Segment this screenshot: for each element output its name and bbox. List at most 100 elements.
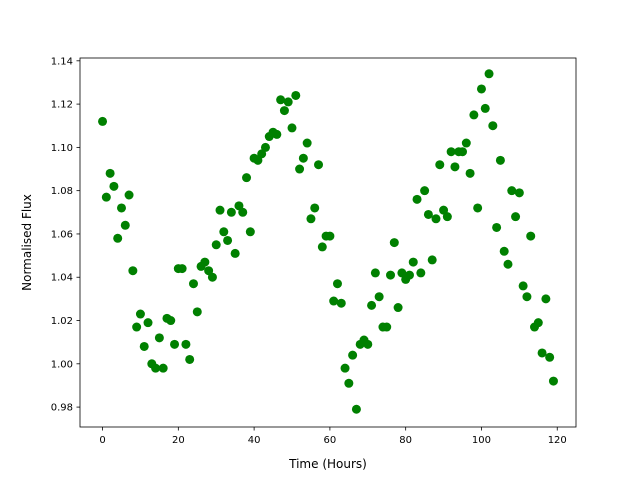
data-point	[101, 192, 111, 202]
data-point	[135, 309, 145, 319]
data-point	[461, 138, 471, 148]
data-point	[317, 242, 327, 252]
data-point	[465, 168, 475, 178]
data-point	[533, 318, 543, 328]
data-point	[120, 220, 130, 230]
y-tick-label: 1.06	[51, 229, 73, 240]
data-point	[518, 281, 528, 291]
data-point	[503, 259, 513, 269]
data-point	[367, 300, 377, 310]
x-tick-label: 0	[99, 435, 105, 446]
data-point	[480, 103, 490, 113]
y-tick-label: 1.14	[51, 56, 73, 67]
data-point	[170, 339, 180, 349]
data-point	[192, 307, 202, 317]
data-point	[435, 160, 445, 170]
data-point	[128, 266, 138, 276]
data-point	[473, 203, 483, 213]
data-point	[177, 264, 187, 274]
data-point	[204, 266, 214, 276]
data-point	[442, 212, 452, 222]
data-point	[507, 186, 517, 196]
data-point	[439, 205, 449, 215]
data-point	[143, 318, 153, 328]
data-point	[230, 248, 240, 258]
data-point	[344, 378, 354, 388]
data-point	[158, 363, 168, 373]
data-point	[488, 121, 498, 131]
y-tick-label: 1.00	[51, 359, 73, 370]
data-point	[397, 268, 407, 278]
y-tick-label: 1.04	[51, 273, 73, 284]
data-point	[151, 363, 161, 373]
x-tick-label: 80	[399, 435, 412, 446]
data-point	[113, 233, 123, 243]
data-point	[446, 147, 456, 157]
data-point	[238, 207, 248, 217]
data-point	[98, 116, 108, 126]
data-point	[154, 333, 164, 343]
data-point	[181, 339, 191, 349]
data-point	[427, 255, 437, 265]
data-point	[332, 279, 342, 289]
data-point	[215, 205, 225, 215]
x-tick-label: 20	[172, 435, 185, 446]
data-point	[272, 129, 282, 139]
data-point	[310, 203, 320, 213]
data-point	[363, 339, 373, 349]
data-point	[340, 363, 350, 373]
data-points	[98, 69, 558, 414]
data-point	[476, 84, 486, 94]
data-point	[541, 294, 551, 304]
data-point	[132, 322, 142, 332]
data-point	[287, 123, 297, 133]
data-point	[329, 296, 339, 306]
data-point	[374, 292, 384, 302]
data-point	[348, 350, 358, 360]
data-point	[253, 155, 263, 165]
data-point	[234, 201, 244, 211]
data-point	[200, 257, 210, 267]
plot-frame	[79, 57, 577, 428]
y-tick-label: 1.08	[51, 186, 73, 197]
data-point	[389, 238, 399, 248]
data-point	[188, 279, 198, 289]
data-point	[276, 95, 286, 105]
data-point	[408, 257, 418, 267]
data-point	[185, 354, 195, 364]
x-axis-label: Time (Hours)	[288, 457, 367, 471]
data-point	[382, 322, 392, 332]
data-point	[386, 270, 396, 280]
data-point	[545, 352, 555, 362]
y-tick-label: 1.10	[51, 143, 73, 154]
data-point	[431, 214, 441, 224]
data-point	[325, 231, 335, 241]
data-point	[245, 227, 255, 237]
x-tick-label: 60	[324, 435, 337, 446]
data-point	[458, 147, 468, 157]
y-axis-ticks: 0.98 1.00 1.02 1.04 1.06 1.08 1.10 1.12 1.14	[51, 56, 80, 414]
data-point	[495, 155, 505, 165]
data-point	[306, 214, 316, 224]
data-point	[109, 181, 119, 191]
data-point	[314, 160, 324, 170]
data-point	[548, 376, 558, 386]
data-point	[336, 298, 346, 308]
data-point	[279, 106, 289, 116]
data-point	[514, 188, 524, 198]
x-axis-ticks: 0 20 40 60 80 100 120	[99, 427, 567, 446]
data-point	[283, 97, 293, 107]
data-point	[537, 348, 547, 358]
x-tick-label: 120	[548, 435, 567, 446]
y-tick-label: 0.98	[51, 403, 73, 414]
data-point	[416, 268, 426, 278]
data-point	[526, 231, 536, 241]
data-point	[124, 190, 134, 200]
data-point	[511, 212, 521, 222]
data-point	[302, 138, 312, 148]
data-point	[484, 69, 494, 79]
data-point	[105, 168, 115, 178]
data-point	[404, 270, 414, 280]
